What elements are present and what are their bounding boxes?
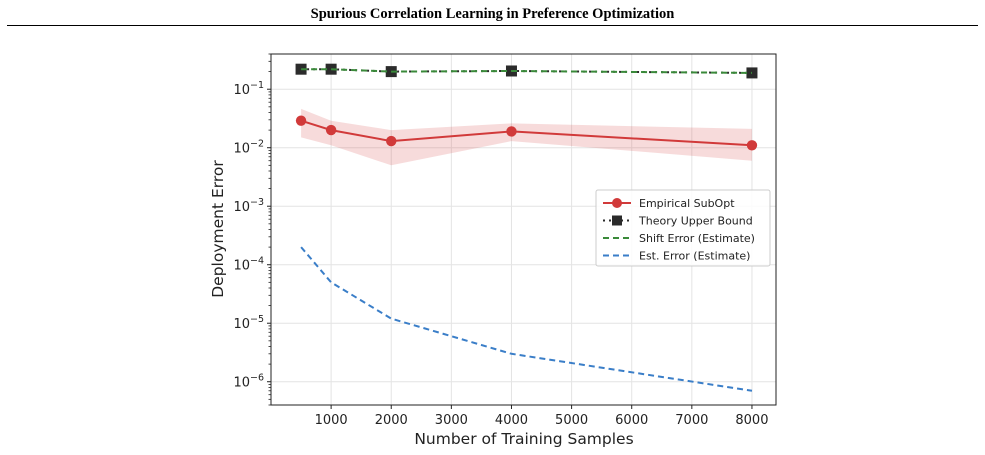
- header-rule: [7, 25, 978, 26]
- axes-layer: 1000 2000 3000 4000 5000 6000 7000 8000 10−1 10−2…: [233, 53, 777, 428]
- empirical-subopt-point: [295, 115, 307, 126]
- y-tick-label: 10−1: [233, 80, 264, 98]
- legend-box: [595, 189, 771, 267]
- est-error-line: [300, 246, 753, 392]
- y-tick-label: 10−6: [233, 373, 264, 391]
- confidence-band-layer: [301, 108, 752, 166]
- theory-upper-bound-point: [295, 63, 307, 75]
- x-tick-label: 4000: [495, 413, 528, 428]
- legend-marker-empirical: [612, 198, 622, 208]
- x-tick-label: 1000: [315, 413, 348, 428]
- y-tick-label: 10−5: [233, 314, 264, 332]
- legend-label: Theory Upper Bound: [638, 215, 753, 228]
- legend-label: Est. Error (Estimate): [639, 250, 750, 263]
- x-tick-label: 8000: [735, 413, 768, 428]
- x-tick-label: 7000: [675, 413, 708, 428]
- empirical-subopt-point: [506, 126, 517, 137]
- legend-marker-theory: [612, 215, 622, 226]
- x-tick-label: 3000: [435, 413, 468, 428]
- empirical-subopt-point: [325, 124, 337, 136]
- legend-label: Empirical SubOpt: [639, 197, 735, 210]
- x-axis-label: Number of Training Samples: [414, 430, 633, 448]
- shift-error-line: [301, 68, 753, 74]
- empirical-subopt-point: [746, 140, 758, 151]
- empirical-subopt-band: [301, 108, 752, 166]
- legend: Empirical SubOpt Theory Upper Bound Shift …: [595, 189, 771, 267]
- page-header-title: Spurious Correlation Learning in Prefere…: [310, 6, 675, 22]
- x-tick-label: 5000: [555, 413, 588, 428]
- x-tick-label: 2000: [375, 413, 408, 428]
- x-tick-label: 6000: [615, 413, 648, 428]
- empirical-subopt-point: [386, 135, 397, 147]
- y-tick-label: 10−4: [233, 256, 264, 274]
- y-tick-label: 10−3: [233, 197, 264, 215]
- y-tick-label: 10−2: [233, 139, 264, 157]
- legend-label: Shift Error (Estimate): [639, 232, 755, 245]
- series-layer: [295, 63, 758, 392]
- y-axis-label: Deployment Error: [209, 160, 227, 298]
